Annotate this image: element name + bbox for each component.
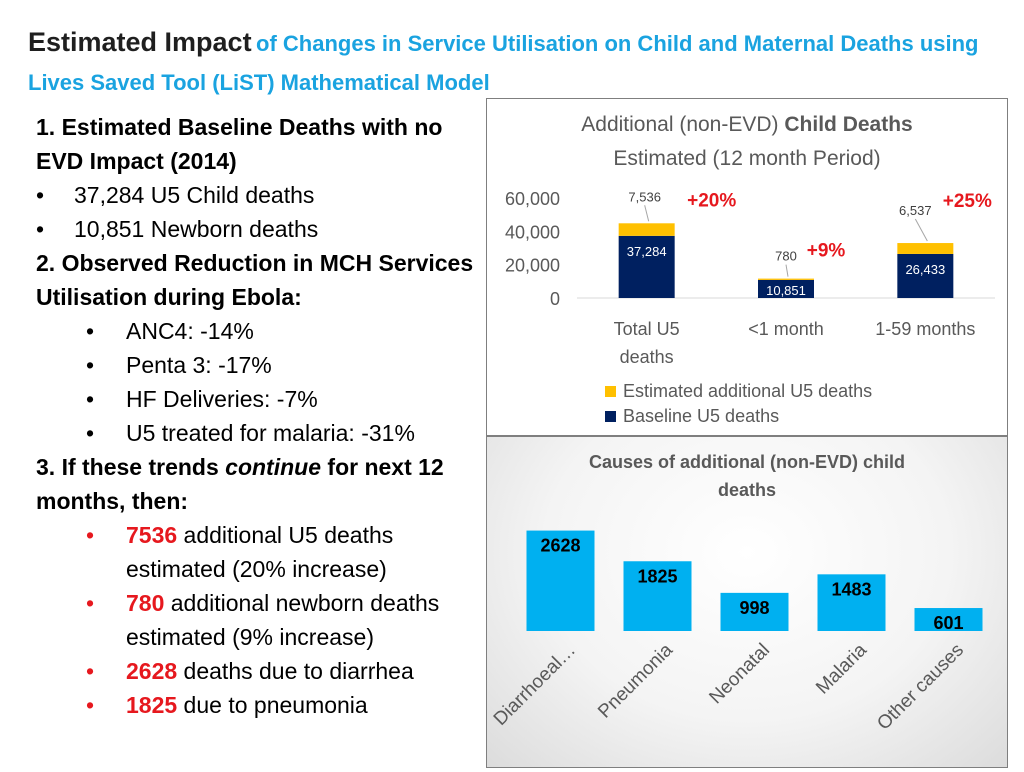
chart1-y-tick-label: 0 (550, 289, 560, 309)
chart1-baseline-label: 37,284 (627, 244, 667, 259)
reduction-item: • HF Deliveries: -7% (86, 386, 318, 412)
section3-heading: 3. If these trends continue for next 12 … (36, 450, 476, 518)
chart2-category-label: Malaria (812, 639, 871, 698)
chart2-bar (914, 608, 983, 631)
chart1-bar-additional (897, 243, 954, 254)
section3-heading-post: for next 12 months, then: (36, 454, 444, 514)
projection-number: 1825 (126, 692, 178, 718)
chart1-y-tick-label: 40,000 (505, 222, 560, 242)
chart2-value-label: 998 (739, 598, 769, 618)
section3-heading-pre: 3. If these trends (36, 454, 226, 480)
projection-text: due to pneumonia (177, 692, 368, 718)
baseline-item: 10,851 Newborn deaths (36, 212, 476, 246)
reduction-item: • U5 treated for malaria: -31% (86, 420, 415, 446)
chart1-additional-label: 7,536 (628, 189, 661, 204)
projection-item: • 7536 additional U5 deaths estimated (20… (86, 522, 394, 582)
chart2-value-label: 601 (933, 613, 963, 633)
chart1-bar-baseline (618, 235, 675, 298)
slide-title: Estimated Impact of Changes in Service U… (28, 24, 1008, 104)
chart1-category-label: 1-59 months (875, 319, 975, 339)
section3-heading-emphasis: continue (225, 454, 322, 480)
projection-number: 7536 (126, 522, 178, 548)
chart1-bar-additional (758, 278, 814, 280)
chart2-bar (817, 574, 886, 631)
chart1-percent-label: +9% (807, 241, 846, 262)
chart1-category-label: Total U5 (614, 319, 680, 339)
chart1-legend-swatch (605, 386, 616, 397)
chart2-category-label: Diarrhoeal… (490, 640, 580, 730)
projection-item: • 2628 deaths due to diarrhea (86, 658, 414, 684)
left-text-panel: 1. Estimated Baseline Deaths with no EVD… (36, 110, 476, 722)
chart2-bar (720, 592, 789, 631)
projection-number: 2628 (126, 658, 178, 684)
reduction-item-text: ANC4: -14% (126, 318, 254, 344)
chart1-legend-label: Estimated additional U5 deaths (623, 381, 872, 401)
chart2-bar (526, 530, 595, 631)
reduction-item: • ANC4: -14% (86, 318, 254, 344)
reduction-item-text: Penta 3: -17% (126, 352, 272, 378)
chart1-label-leader-line (785, 264, 789, 277)
chart1-label-leader-line (644, 205, 650, 222)
chart1-y-tick-label: 20,000 (505, 256, 560, 276)
chart1-bar-baseline (897, 253, 954, 298)
chart1-bar-baseline (758, 279, 814, 298)
chart2-title: Causes of additional (non-EVD) child (589, 452, 905, 472)
chart1-label-leader-line (914, 218, 928, 242)
baseline-item: 37,284 U5 Child deaths (36, 178, 476, 212)
chart2-bar (623, 561, 692, 631)
chart2-value-label: 1483 (831, 579, 871, 599)
chart1-y-tick-label: 60,000 (505, 189, 560, 209)
chart2-value-label: 1825 (637, 566, 677, 586)
projection-number: 780 (126, 590, 165, 616)
projection-text: additional newborn deaths estimated (9% … (126, 590, 440, 650)
chart1-baseline-label: 26,433 (905, 262, 945, 277)
title-subtitle: of Changes in Service Utilisation on Chi… (28, 31, 979, 95)
reduction-item: • Penta 3: -17% (86, 352, 272, 378)
causes-chart-panel: Causes of additional (non-EVD) child deat… (486, 436, 1008, 768)
chart1-additional-label: 6,537 (899, 203, 932, 218)
chart2-category-label: Other causes (873, 640, 968, 735)
projection-text: additional U5 deaths estimated (20% incr… (126, 522, 394, 582)
reduction-item-text: U5 treated for malaria: -31% (126, 420, 415, 446)
projection-text: deaths due to diarrhea (177, 658, 414, 684)
chart2-category-label: Pneumonia (594, 639, 677, 722)
chart1-category-label: deaths (620, 347, 674, 367)
projection-item: • 780 additional newborn deaths estimated… (86, 590, 440, 650)
chart1-title-line2: Estimated (12 month Period) (613, 147, 880, 170)
chart1-legend-swatch (605, 411, 616, 422)
chart1-additional-label: 780 (775, 249, 797, 264)
chart2-value-label: 2628 (540, 536, 580, 556)
section2-heading: 2. Observed Reduction in MCH Services Ut… (36, 250, 474, 310)
title-main: Estimated Impact (28, 27, 252, 57)
section1-heading: 1. Estimated Baseline Deaths with no EVD… (36, 114, 443, 174)
chart1-percent-label: +25% (943, 191, 992, 212)
causes-bar-chart: Causes of additional (non-EVD) child deat… (490, 452, 983, 735)
chart1-percent-label: +20% (687, 190, 736, 211)
chart2-title: deaths (718, 480, 776, 500)
chart1-legend-label: Baseline U5 deaths (623, 406, 779, 426)
chart2-category-label: Neonatal (705, 640, 774, 709)
chart1-bar-additional (618, 223, 675, 236)
child-deaths-stacked-bar-chart: Additional (non-EVD) Child Deaths Estimat… (505, 113, 995, 426)
projection-item: • 1825 due to pneumonia (86, 692, 368, 718)
chart1-title: Additional (non-EVD) Child Deaths (581, 113, 912, 136)
chart1-category-label: <1 month (748, 319, 824, 339)
chart1-baseline-label: 10,851 (766, 283, 806, 298)
child-deaths-chart-panel: Additional (non-EVD) Child Deaths Estimat… (486, 98, 1008, 436)
reduction-item-text: HF Deliveries: -7% (126, 386, 318, 412)
